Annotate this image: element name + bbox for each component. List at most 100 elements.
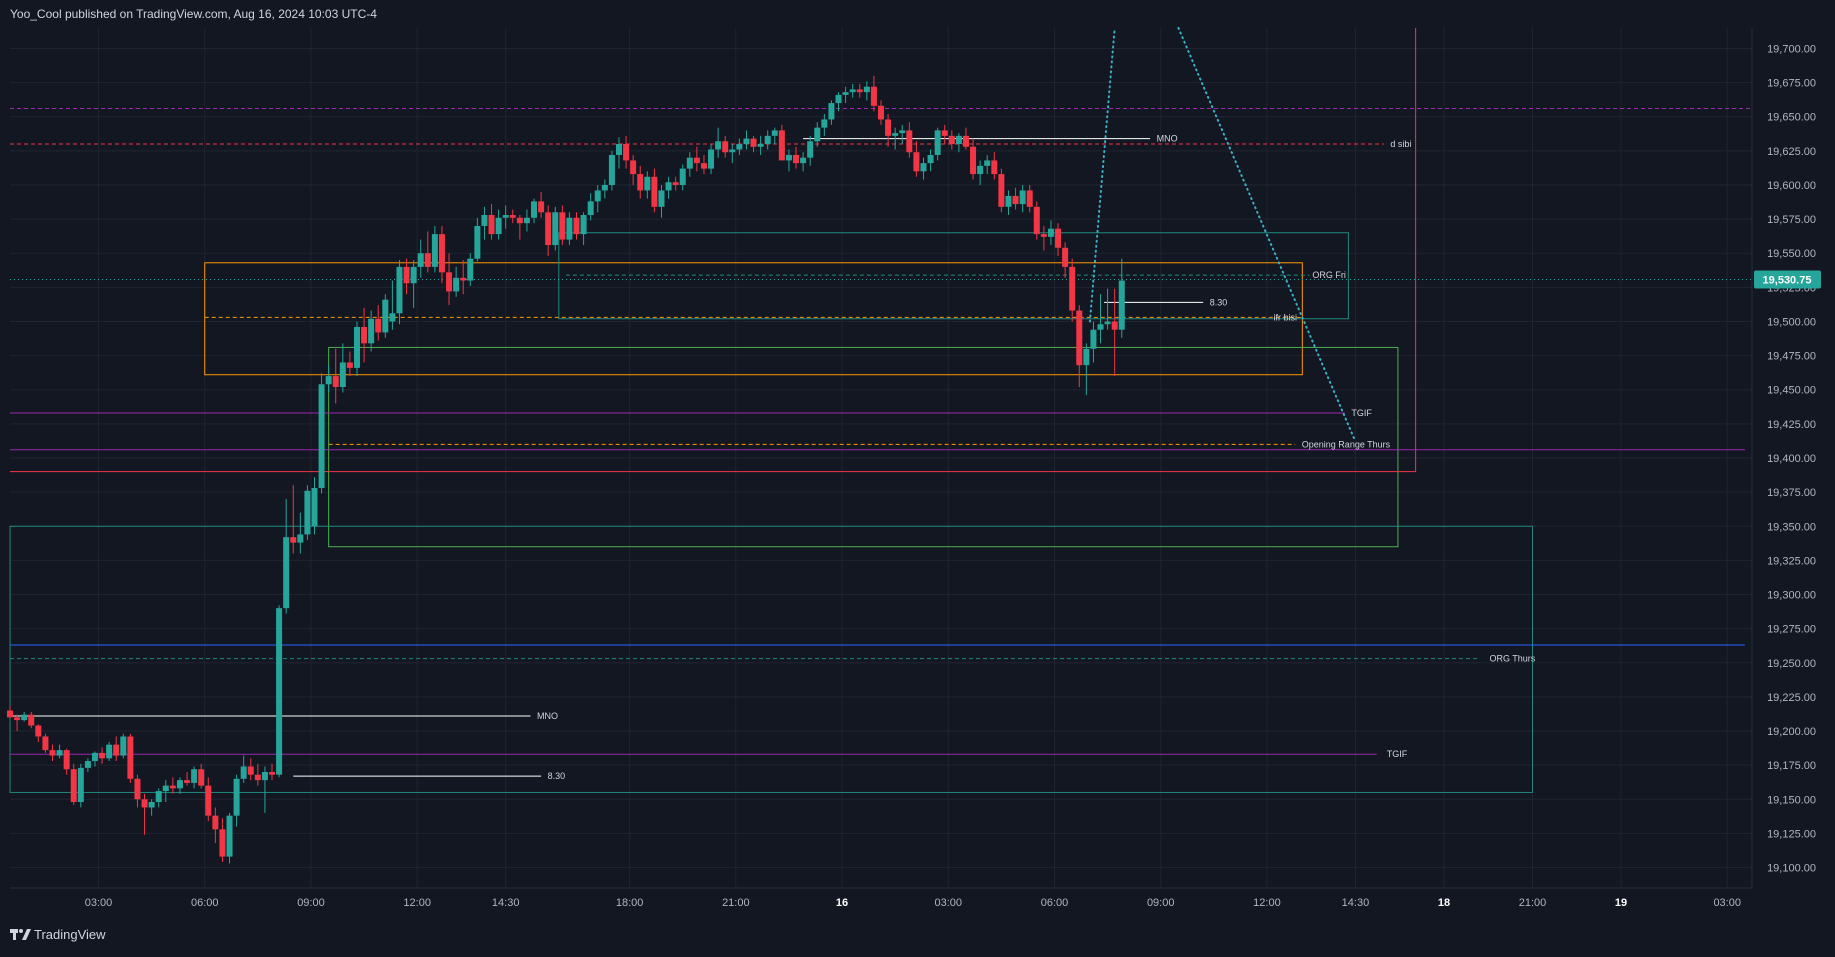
candle	[113, 736, 120, 762]
candle-body	[885, 119, 892, 136]
candle-body	[1005, 195, 1012, 207]
teal-lower-box	[9, 525, 1533, 793]
trend-layer	[1088, 27, 1357, 443]
candle	[1104, 288, 1111, 330]
candle	[134, 774, 141, 808]
candle	[892, 127, 899, 150]
candle-body	[368, 318, 375, 344]
price-tick-label: 19,400.00	[1767, 453, 1816, 465]
candle-body	[191, 769, 198, 783]
candle	[417, 239, 424, 278]
candle	[665, 176, 672, 199]
candle-body	[1090, 329, 1097, 349]
candle	[552, 206, 559, 251]
current-price-badge	[1754, 270, 1821, 289]
candle	[651, 168, 658, 213]
candle-body	[941, 130, 948, 136]
candle-body	[870, 86, 877, 106]
candle-body	[566, 217, 573, 240]
candle	[396, 260, 403, 325]
candle	[793, 146, 800, 169]
level-layer	[10, 28, 1752, 777]
candle-body	[403, 266, 410, 284]
candle-body	[56, 750, 63, 756]
time-tick-label: 03:00	[935, 897, 963, 909]
ifr-bisi-line-label: ifr bisi	[1273, 312, 1297, 322]
candle-body	[1033, 206, 1040, 235]
candle	[998, 168, 1005, 213]
candle-body	[219, 829, 226, 857]
candle-body	[849, 89, 856, 93]
candle-body	[254, 774, 261, 781]
candle-body	[382, 299, 389, 333]
candle-body	[708, 149, 715, 169]
candle	[715, 127, 722, 158]
price-tick-label: 19,225.00	[1767, 692, 1816, 704]
tradingview-logo[interactable]: TradingView	[10, 927, 106, 942]
candle-body	[601, 184, 608, 191]
candle	[346, 351, 353, 377]
candle	[608, 150, 615, 191]
candle	[318, 373, 325, 494]
candle-body	[176, 780, 183, 789]
candle-body	[658, 190, 665, 207]
candle-body	[28, 714, 35, 726]
candle-body	[948, 135, 955, 145]
candle	[403, 258, 410, 295]
price-axis[interactable]: 19,700.00 19,675.00 19,650.00 19,625.00 19,6…	[1767, 43, 1816, 874]
time-tick-label: 19	[1615, 897, 1627, 909]
time-tick-label: 03:00	[85, 897, 113, 909]
time-tick-label: 18	[1438, 897, 1450, 909]
candle-body	[679, 168, 686, 185]
candle-body	[332, 376, 339, 388]
candle	[233, 774, 240, 827]
candle-body	[297, 534, 304, 543]
candle-body	[580, 215, 587, 235]
candle	[198, 763, 205, 789]
tradingview-logo-icon	[10, 929, 31, 940]
candle	[934, 127, 941, 161]
candle	[885, 114, 892, 147]
candle	[481, 206, 488, 240]
candle-body	[283, 537, 290, 609]
candle	[1040, 225, 1047, 251]
candle	[502, 205, 509, 229]
candle	[615, 137, 622, 169]
candle-body	[91, 752, 98, 762]
candle	[573, 212, 580, 240]
time-tick-label: 16	[836, 897, 848, 909]
candle-body	[991, 160, 998, 175]
candle-body	[49, 750, 56, 756]
candle-body	[1019, 190, 1026, 205]
candle	[644, 171, 651, 199]
candle	[226, 812, 233, 864]
price-tick-label: 19,375.00	[1767, 487, 1816, 499]
candle-body	[998, 174, 1005, 207]
candle-body	[743, 138, 750, 145]
candle	[1090, 321, 1097, 363]
candle-body	[375, 318, 382, 333]
candle-body	[502, 215, 509, 218]
candle	[240, 755, 247, 783]
candle-body	[651, 176, 658, 207]
time-tick-label: 21:00	[1519, 897, 1547, 909]
candle-body	[212, 815, 219, 830]
candle	[722, 135, 729, 158]
time-tick-label: 09:00	[297, 897, 325, 909]
price-tick-label: 19,650.00	[1767, 112, 1816, 124]
candle-body	[1062, 247, 1069, 267]
candle-body	[615, 144, 622, 155]
time-axis[interactable]: 03:00 06:00 09:00 12:00 14:30 18:00 21:00 16 03:…	[85, 897, 1741, 909]
candle-body	[205, 785, 212, 816]
candle	[446, 253, 453, 306]
candle-body	[1012, 195, 1019, 205]
candle	[870, 75, 877, 112]
candle	[368, 310, 375, 352]
candle	[42, 733, 49, 753]
candle-body	[21, 714, 28, 721]
price-tick-label: 19,575.00	[1767, 214, 1816, 226]
price-tick-label: 19,125.00	[1767, 828, 1816, 840]
candle-body	[927, 154, 934, 164]
